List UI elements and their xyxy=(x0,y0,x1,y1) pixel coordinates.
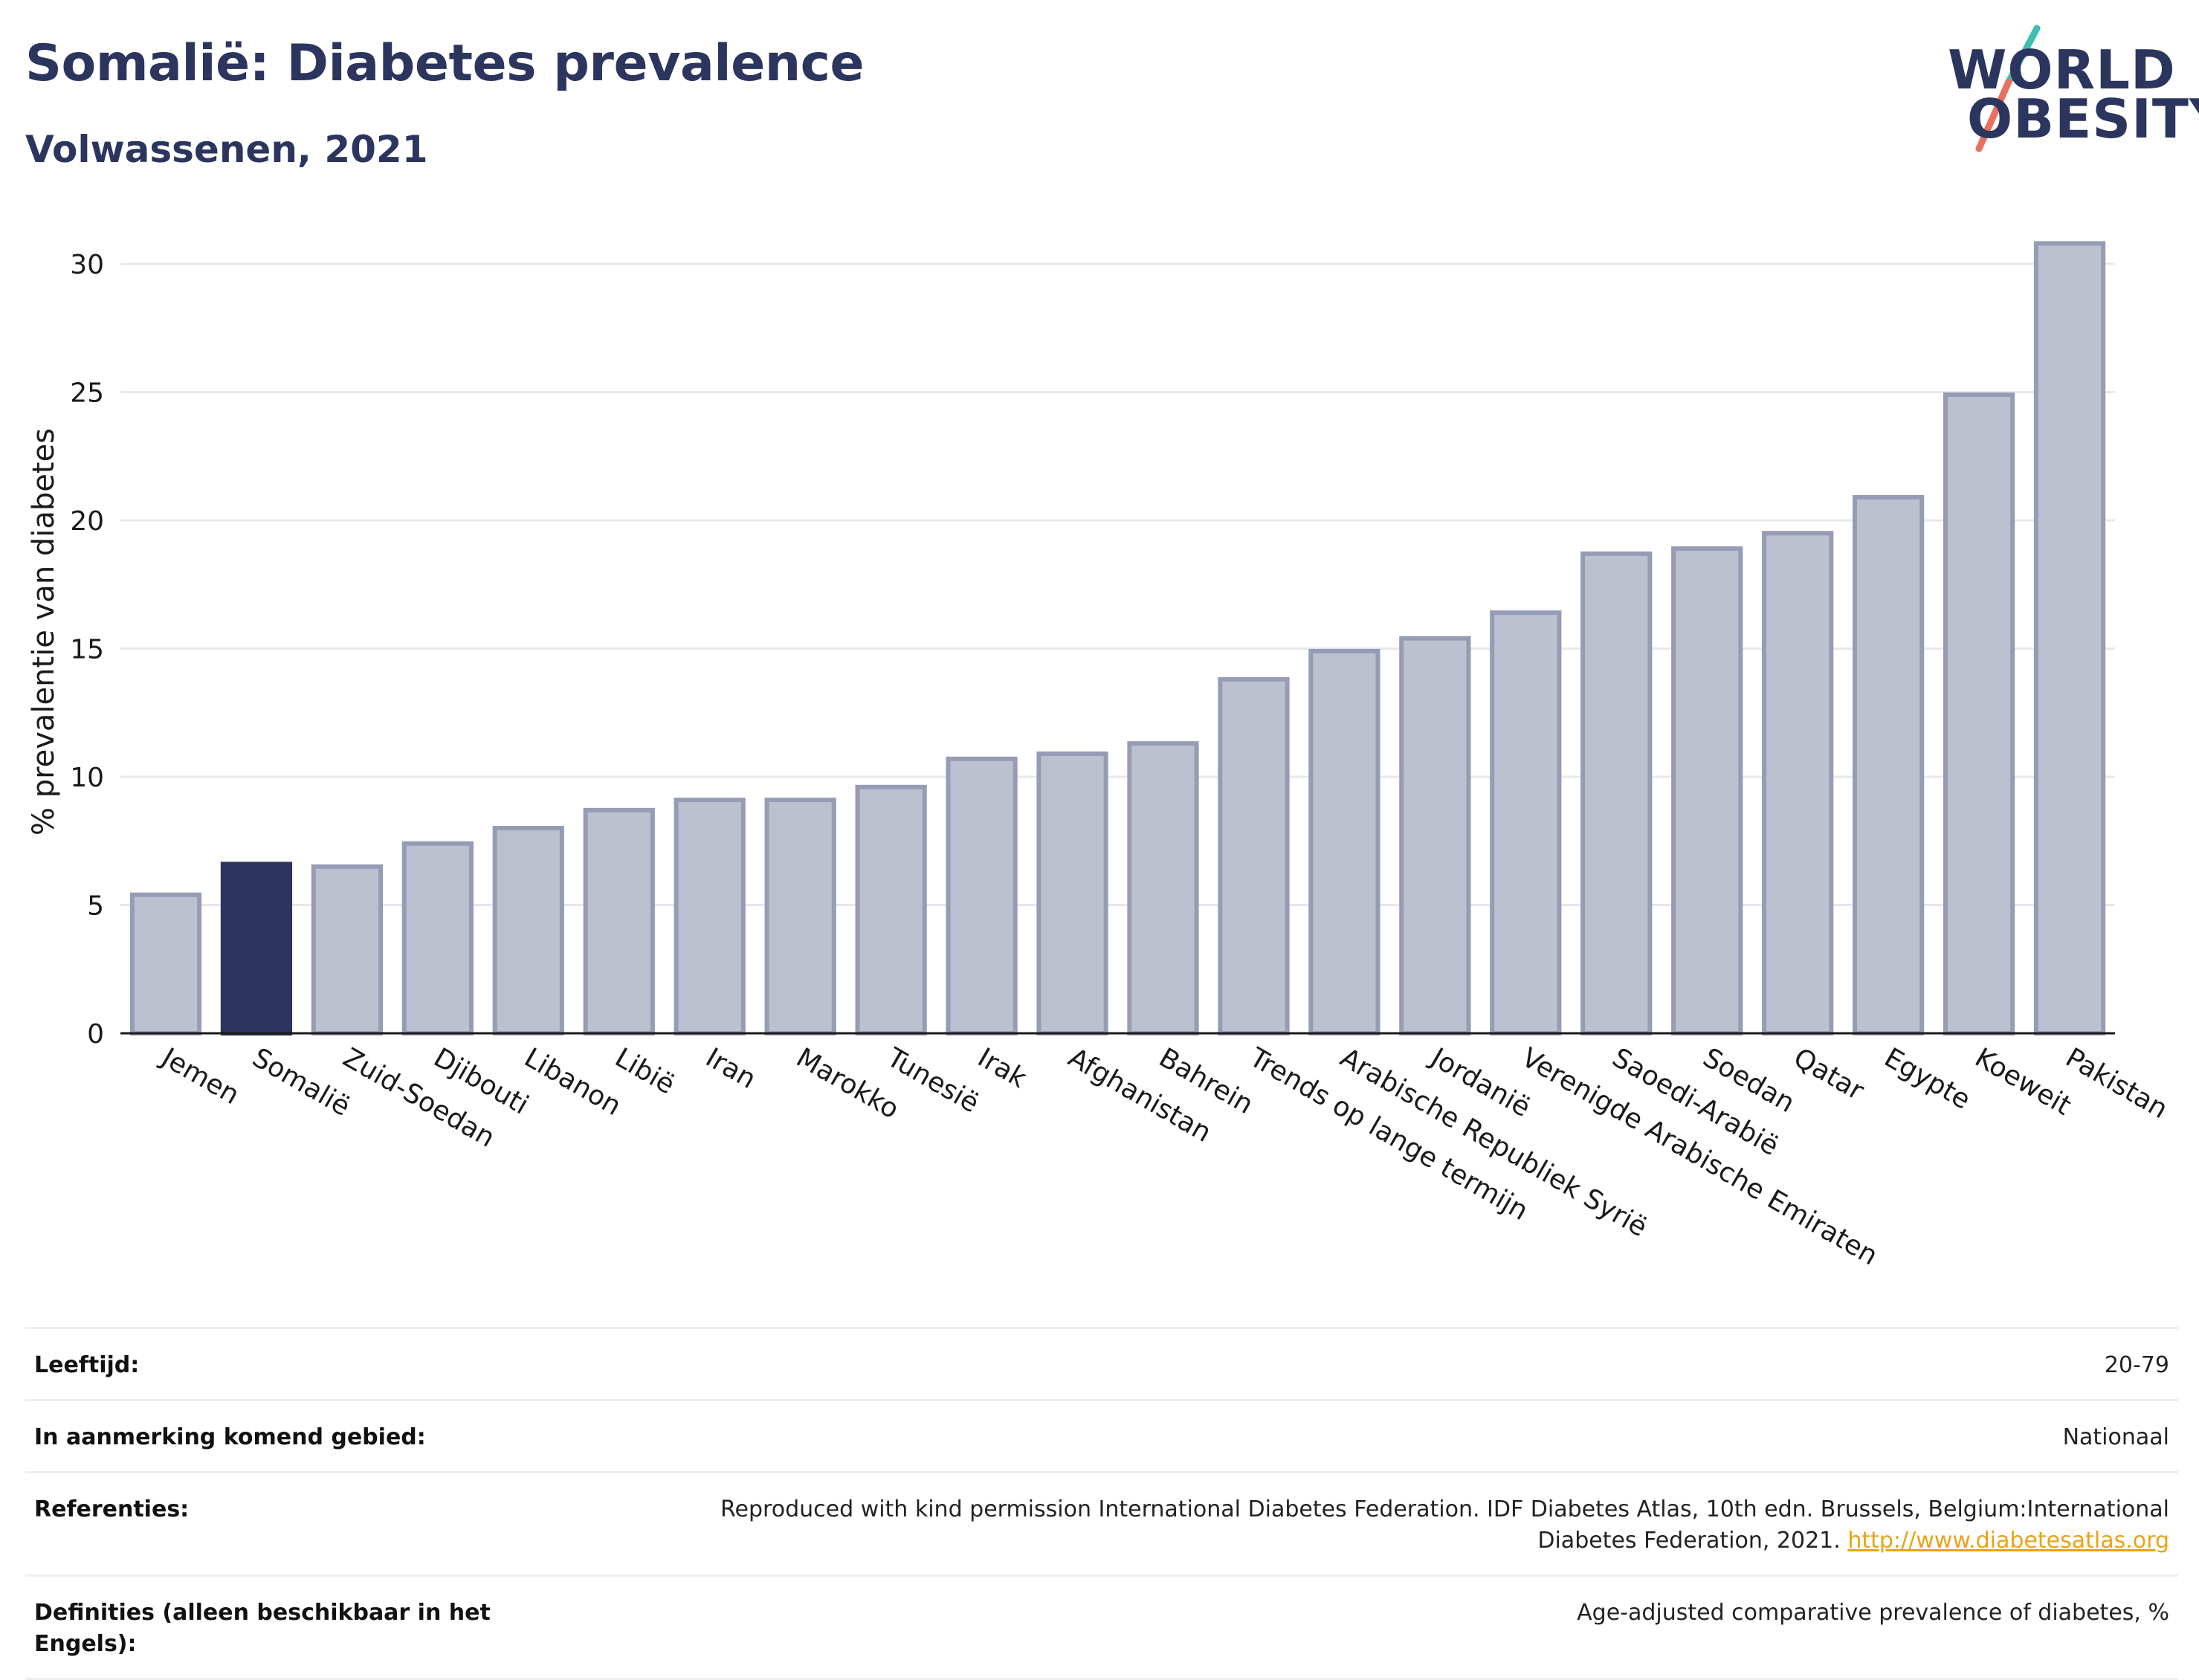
x-tick-label: Irak xyxy=(972,1042,1032,1094)
y-tick-label: 5 xyxy=(87,891,104,922)
bar xyxy=(946,756,1018,1036)
world-obesity-logo: WORLD OBESITY xyxy=(1940,22,2199,156)
bar xyxy=(855,784,927,1036)
meta-value-references: Reproduced with kind permission Internat… xyxy=(645,1494,2169,1557)
bar xyxy=(1399,636,1471,1036)
bar xyxy=(1218,676,1290,1036)
y-tick-label: 25 xyxy=(70,378,104,409)
x-tick-label: Iran xyxy=(700,1042,761,1095)
bar xyxy=(583,807,655,1036)
meta-row-definitions: Definities (alleen beschikbaar in het En… xyxy=(25,1574,2178,1680)
y-axis-title: % prevalentie van diabetes xyxy=(27,428,61,836)
bar xyxy=(1490,610,1562,1036)
bar xyxy=(401,841,474,1036)
y-tick-label: 15 xyxy=(70,635,104,665)
bar xyxy=(1308,648,1381,1036)
y-axis-ticks: 0 5 10 15 20 25 30 xyxy=(70,250,104,1050)
logo-slash-icon xyxy=(1975,25,2041,152)
bar xyxy=(674,798,746,1036)
x-axis-labels: Jemen SomaliëZuid-SoedanDjiboutiLibanonLi… xyxy=(155,1041,2173,1271)
meta-row-age: Leeftijd: 20-79 xyxy=(25,1327,2178,1399)
bar xyxy=(1580,551,1653,1036)
x-tick-label: Jemen xyxy=(155,1041,245,1111)
meta-row-area: In aanmerking komend gebied: Nationaal xyxy=(25,1399,2178,1471)
bar xyxy=(1127,741,1199,1036)
x-tick-label: Qatar xyxy=(1789,1042,1869,1106)
meta-value: Age-adjusted comparative prevalence of d… xyxy=(1577,1600,2169,1626)
x-tick-label: Koeweit xyxy=(1970,1042,2076,1121)
logo-word-obesity: OBESITY xyxy=(1967,88,2199,150)
meta-value: Nationaal xyxy=(2062,1424,2169,1450)
bar xyxy=(1852,494,1925,1036)
meta-key: In aanmerking komend gebied: xyxy=(34,1424,426,1450)
bar xyxy=(1671,546,1743,1036)
bar xyxy=(311,864,384,1036)
bar xyxy=(129,892,202,1036)
meta-key: Leeftijd: xyxy=(34,1352,140,1378)
y-tick-label: 0 xyxy=(87,1019,104,1050)
x-tick-label: Somalië xyxy=(247,1042,355,1122)
bar xyxy=(1036,751,1108,1036)
logo-word-world: WORLD xyxy=(1948,39,2176,101)
bar xyxy=(1762,531,1834,1036)
x-tick-label: Zuid-Soedan xyxy=(338,1042,500,1154)
bar xyxy=(1943,392,2015,1036)
meta-row-references: Referenties: Reproduced with kind permis… xyxy=(25,1471,2178,1574)
x-tick-label: Marokko xyxy=(791,1042,904,1125)
x-tick-label: Libanon xyxy=(519,1042,626,1122)
metadata-table: Leeftijd: 20-79 In aanmerking komend geb… xyxy=(25,1327,2178,1680)
reference-text: Reproduced with kind permission Internat… xyxy=(720,1496,2169,1554)
x-tick-label: Egypte xyxy=(1879,1042,1976,1116)
x-tick-label: Pakistan xyxy=(2061,1042,2173,1125)
y-tick-label: 10 xyxy=(70,763,104,793)
reference-link[interactable]: http://www.diabetesatlas.org xyxy=(1847,1528,2169,1554)
bar-highlight xyxy=(220,862,293,1036)
bars xyxy=(129,241,2106,1036)
bar xyxy=(764,798,836,1036)
bar xyxy=(492,826,564,1036)
bar-chart: 0 5 10 15 20 25 30 Jemen SomaliëZuid-SoedanDjib… xyxy=(27,241,2173,1271)
meta-key: Referenties: xyxy=(34,1496,190,1522)
y-tick-label: 30 xyxy=(70,250,104,280)
y-tick-label: 20 xyxy=(70,506,104,537)
chart-subtitle: Volwassenen, 2021 xyxy=(25,128,428,171)
meta-key: Definities (alleen beschikbaar in het En… xyxy=(34,1600,491,1657)
bar xyxy=(2033,241,2106,1036)
meta-value: 20-79 xyxy=(2104,1352,2169,1378)
chart-title: Somalië: Diabetes prevalence xyxy=(25,34,865,93)
